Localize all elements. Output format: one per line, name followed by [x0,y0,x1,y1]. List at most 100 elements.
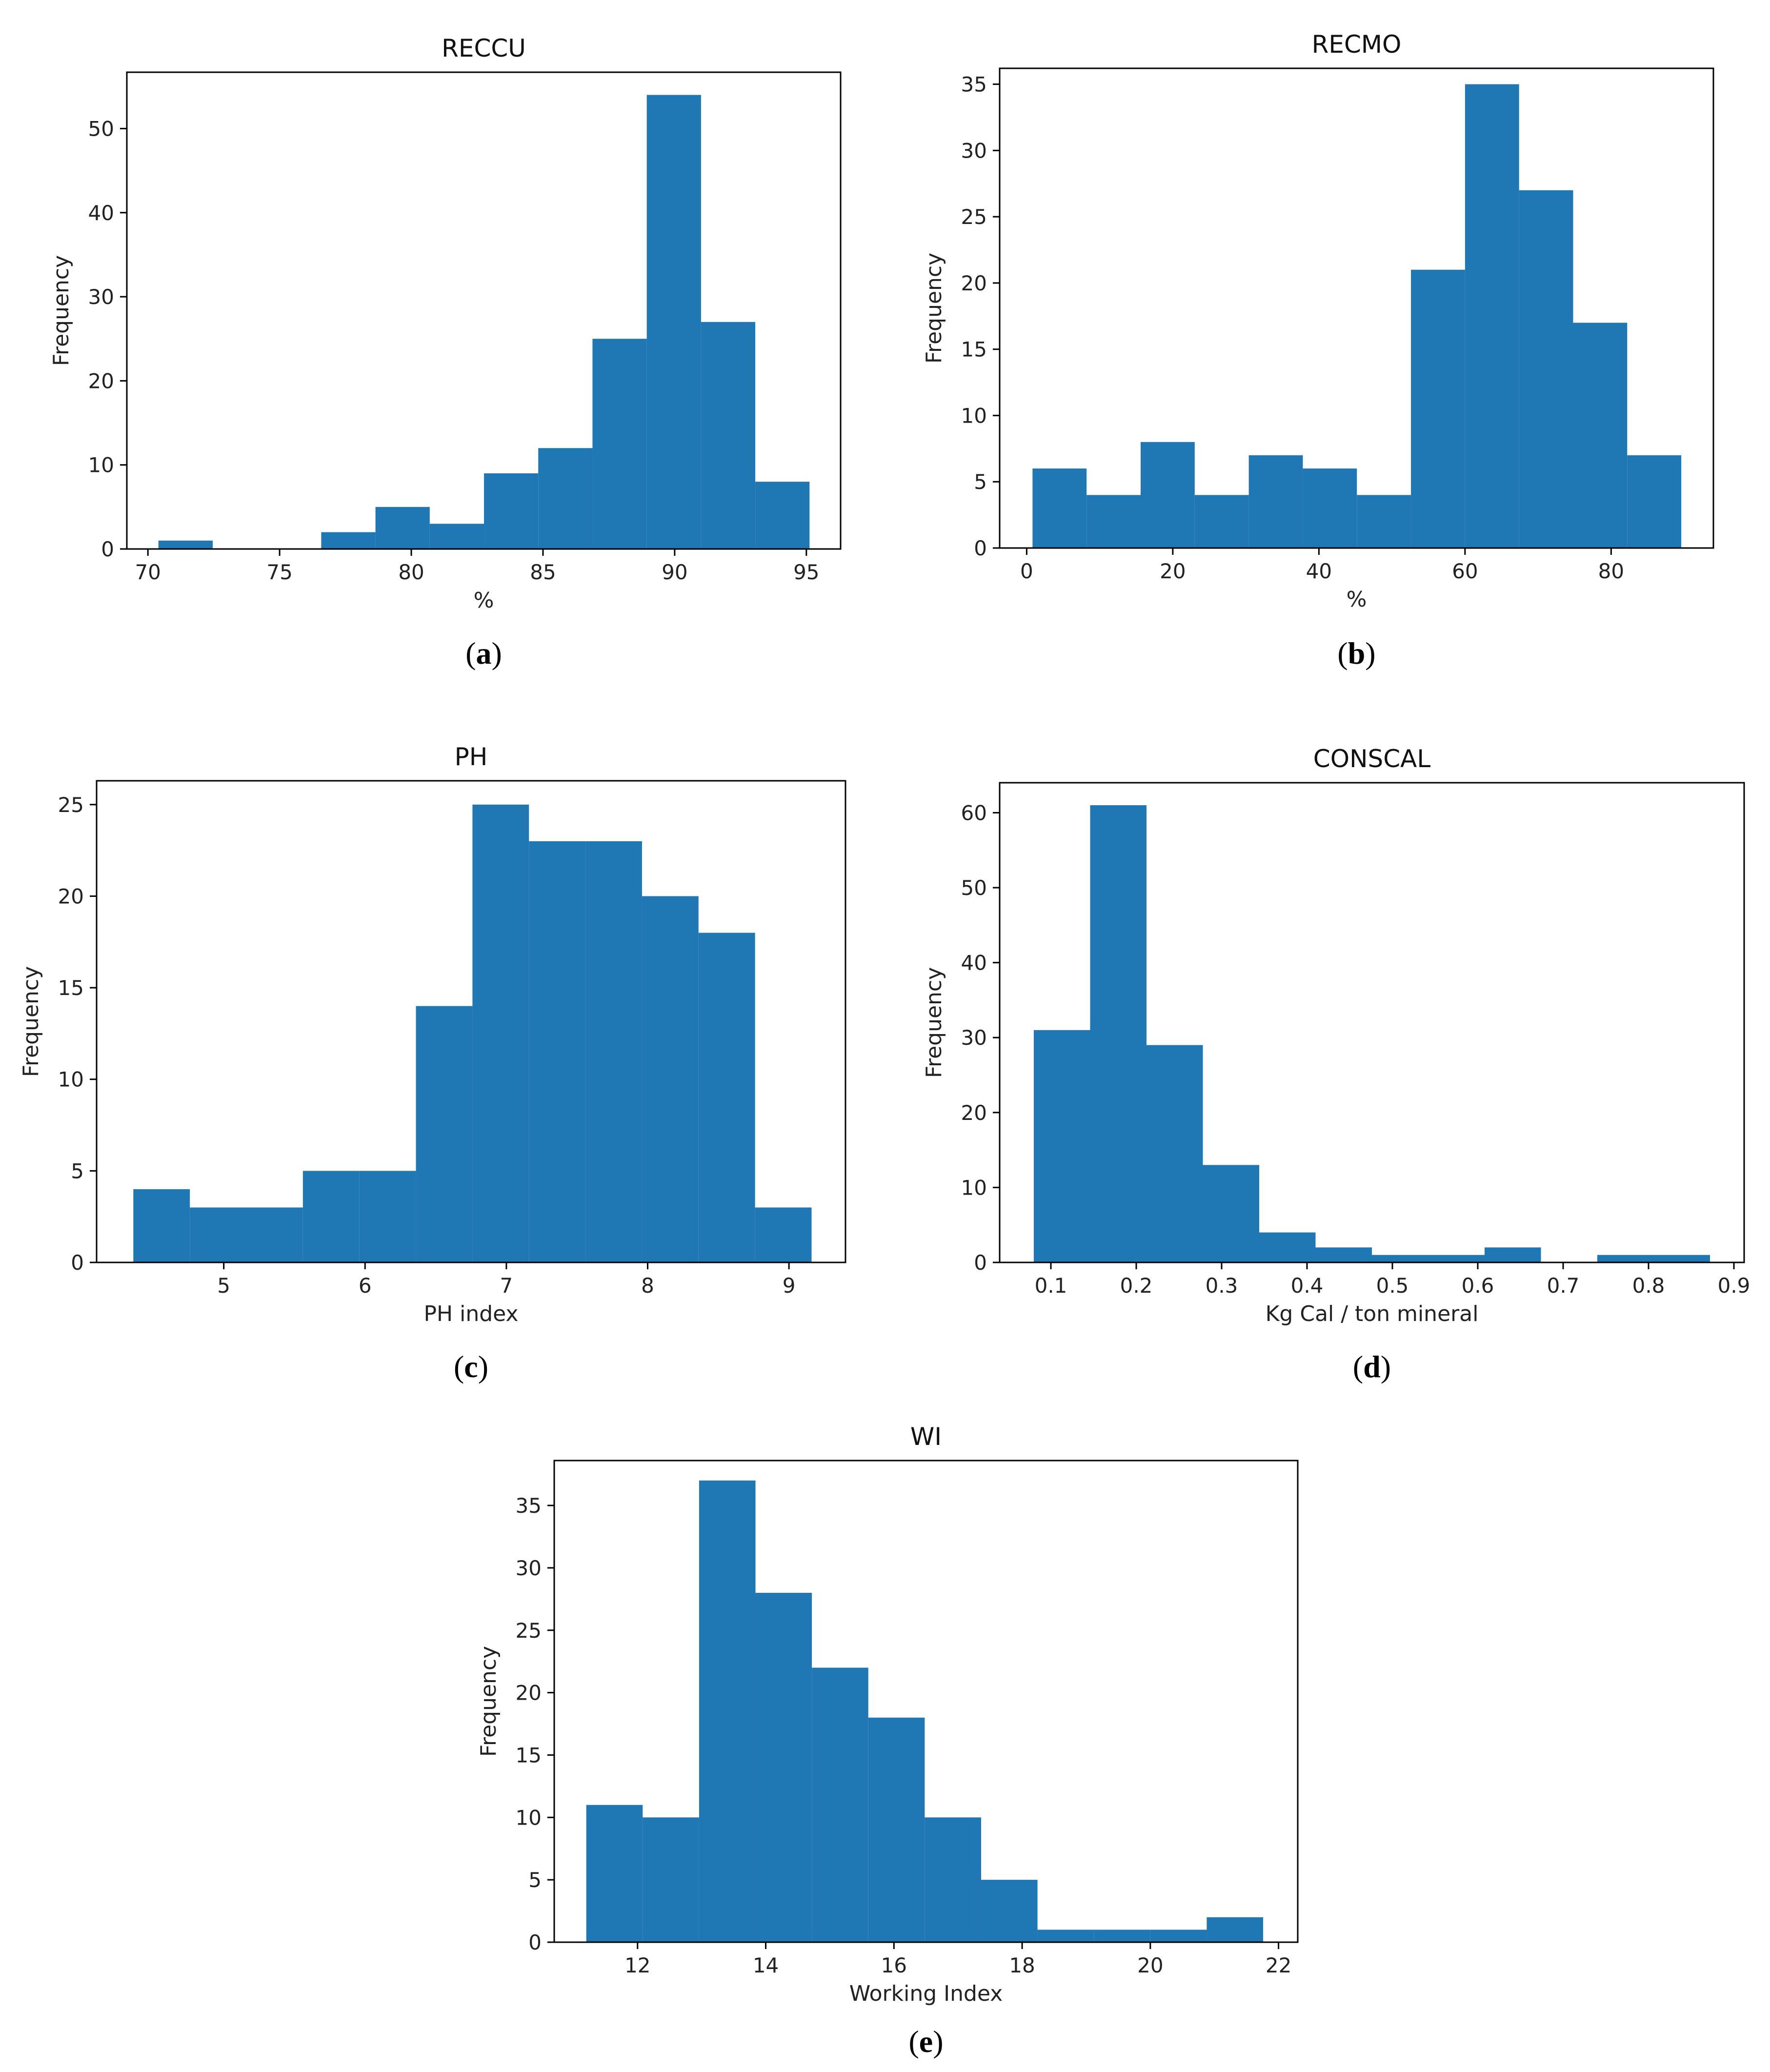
histogram-bar [868,1717,925,1942]
histogram-bar [698,933,755,1262]
y-tick-label: 35 [961,73,987,97]
histogram-bar [755,482,810,549]
y-tick-label: 10 [58,1068,84,1092]
histogram-bar [925,1817,981,1942]
histogram-bar [701,322,756,549]
y-tick-label: 15 [516,1743,542,1767]
histogram-bar [592,339,647,549]
histogram-bar [158,540,213,549]
histogram-bar [585,841,642,1262]
histogram-bar [484,473,539,549]
histogram-bar [1203,1165,1259,1262]
y-tick-label: 0 [528,1930,542,1954]
histogram-bar [755,1593,812,1942]
y-tick-label: 0 [101,537,114,561]
x-tick-label: 40 [1306,559,1332,583]
x-tick-label: 22 [1266,1953,1291,1977]
panel-caption: (d) [1353,1349,1391,1384]
y-tick-label: 10 [961,1176,987,1199]
panel-caption: (a) [465,636,502,670]
x-tick-label: 80 [1598,559,1624,583]
histogram-bar [302,1171,360,1262]
histogram-bar [1627,455,1682,548]
x-tick-label: 0.1 [1035,1274,1067,1298]
panel-caption: (b) [1337,636,1375,670]
x-tick-label: 0.4 [1291,1274,1324,1298]
y-tick-label: 10 [961,404,987,427]
x-tick-label: 18 [1009,1953,1035,1977]
histogram-bar [529,841,586,1262]
histogram-bar [1411,269,1465,548]
y-tick-label: 0 [71,1251,84,1275]
x-tick-label: 0.3 [1206,1274,1238,1298]
x-tick-label: 0.6 [1462,1274,1494,1298]
histogram-bar [429,524,484,549]
x-tick-label: 0.2 [1120,1274,1153,1298]
x-axis-label: % [1347,587,1367,612]
y-tick-label: 0 [974,1251,987,1275]
histogram-bar [246,1207,303,1262]
histogram-bar [359,1171,416,1262]
x-axis-label: PH index [424,1301,519,1326]
histogram-bar [1485,1247,1541,1262]
y-tick-label: 20 [961,271,987,295]
x-tick-label: 60 [1452,559,1478,583]
y-tick-label: 20 [961,1101,987,1125]
x-tick-label: 0.9 [1718,1274,1750,1298]
histogram-bar [642,896,699,1262]
y-tick-label: 50 [88,117,114,141]
chart-title: RECCU [442,34,526,62]
plot-frame [96,780,846,1263]
y-tick-label: 60 [961,801,987,825]
y-tick-label: 25 [516,1619,542,1643]
histogram-bar [1303,468,1357,548]
histogram-bar [1194,495,1249,548]
histogram-bar [1428,1255,1485,1262]
histogram-bar [1653,1255,1710,1262]
y-axis-label: Frequency [922,253,946,364]
histogram-bar [133,1189,190,1262]
plot-frame [553,1460,1299,1943]
x-tick-label: 6 [359,1274,372,1298]
histogram-bar [1372,1255,1428,1262]
histogram-bar [646,95,701,549]
histogram-bar [1146,1045,1203,1262]
x-tick-label: 70 [135,560,161,584]
chart-title: RECMO [1312,30,1402,59]
panel-e-wi: 12 14 16 18 20 22 0 5 10 15 20 25 30 35 WI Working Inde… [476,1422,1299,2059]
x-tick-label: 20 [1160,559,1186,583]
y-tick-label: 15 [58,976,84,1000]
histogram-bar [375,507,430,549]
histogram-bar [1519,190,1573,548]
x-tick-label: 85 [530,560,556,584]
panel-a-reccu: 70 75 80 85 90 95 0 10 20 30 40 50 RECCU% Frequency (a… [49,34,842,670]
plot-frame [999,782,1745,1263]
y-tick-label: 20 [88,369,114,393]
histogram-bar [586,1805,643,1942]
y-tick-label: 20 [58,884,84,908]
y-tick-label: 30 [961,139,987,163]
histogram-bar [1573,323,1628,548]
x-tick-label: 12 [624,1953,650,1977]
x-tick-label: 8 [641,1274,654,1298]
y-tick-label: 30 [516,1556,542,1580]
panel-b-recmo: 0 20 40 60 80 0 5 10 15 20 25 30 35 RECMO% Frequency (b… [922,30,1714,670]
y-axis-label: Frequency [49,255,74,366]
x-tick-label: 75 [266,560,292,584]
x-tick-label: 0 [1020,559,1033,583]
x-tick-label: 9 [783,1274,796,1298]
chart-title: CONSCAL [1313,745,1431,773]
x-tick-label: 14 [753,1953,779,1977]
x-tick-label: 7 [500,1274,513,1298]
panel-caption: (e) [908,2024,943,2059]
histogram-bar [1465,84,1519,548]
plot-frame [126,71,842,550]
panel-d-conscal: 0.1 0.2 0.3 0.4 0.5 0.6 0.7 0.8 0.9 0 10 20 30 40 50 60… [922,745,1750,1384]
y-tick-label: 30 [88,285,114,309]
y-axis-label: Frequency [922,967,946,1078]
y-tick-label: 25 [961,205,987,229]
histogram-bar [1597,1255,1654,1262]
y-tick-label: 40 [961,951,987,975]
x-tick-label: 16 [881,1953,907,1977]
histogram-bar [1248,455,1303,548]
